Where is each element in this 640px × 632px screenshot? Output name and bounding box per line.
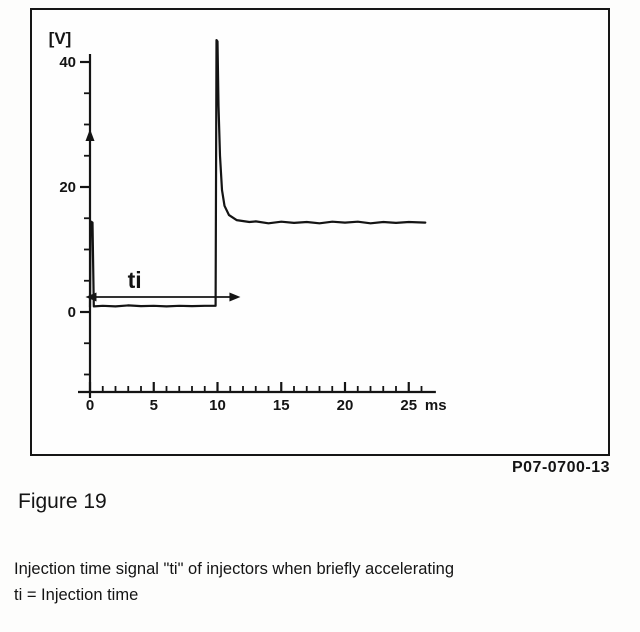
- x-tick-label: 25: [400, 397, 417, 414]
- figure-legend-ti: ti = Injection time: [14, 586, 139, 604]
- y-axis-direction-arrow: [85, 129, 95, 141]
- ti-label: ti: [128, 267, 142, 293]
- chart-svg: 0 5 10 15 20 25 ms 0 20 40 [V] ti: [49, 29, 447, 414]
- figure-caption: Injection time signal "ti" of injectors …: [14, 560, 455, 578]
- x-axis-unit-label: ms: [425, 397, 447, 414]
- x-tick-label: 15: [273, 397, 290, 414]
- oscilloscope-figure-frame: 0 5 10 15 20 25 ms 0 20 40 [V] ti: [30, 8, 610, 456]
- injection-signal-trace: [88, 39, 427, 309]
- y-tick-label: 0: [68, 304, 76, 321]
- x-tick-label: 10: [209, 397, 226, 414]
- ti-right-arrowhead: [229, 292, 241, 302]
- y-tick-label: 40: [59, 54, 76, 71]
- figure-title: Figure 19: [18, 490, 107, 513]
- y-axis-label: [V]: [49, 29, 72, 48]
- x-tick-label: 0: [86, 397, 94, 414]
- x-tick-label: 20: [337, 397, 354, 414]
- y-tick-label: 20: [59, 179, 76, 196]
- figure-reference-number: P07-0700-13: [511, 459, 610, 476]
- x-tick-label: 5: [150, 397, 158, 414]
